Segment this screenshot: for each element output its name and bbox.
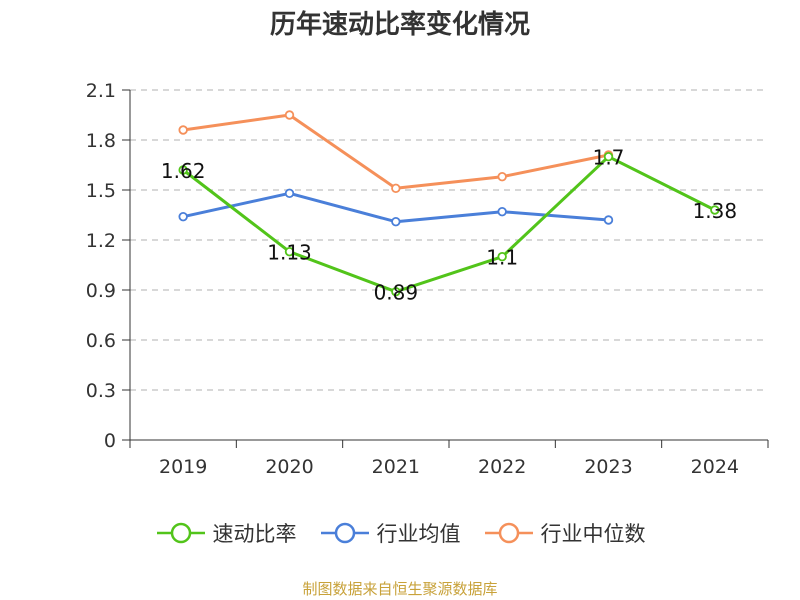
y-tick-label: 1.5	[86, 180, 116, 202]
legend-swatch-green-icon	[156, 522, 205, 544]
series-line-2	[182, 113, 609, 190]
legend-item-industry-median[interactable]: 行业中位数	[483, 518, 646, 548]
data-point-0	[391, 286, 401, 297]
legend-label: 行业中位数	[540, 522, 646, 546]
y-tick-label: 0.9	[86, 280, 116, 302]
y-tick-label: 1.8	[86, 130, 116, 152]
data-point-0	[284, 246, 295, 257]
x-tick-label: 2019	[159, 456, 207, 478]
series-line-0	[182, 155, 716, 294]
y-tick-label: 0	[104, 430, 116, 452]
y-tick-label: 1.2	[86, 230, 116, 252]
data-label: 1.13	[267, 241, 312, 265]
legend-label: 行业均值	[376, 522, 461, 546]
data-point-0	[710, 205, 720, 215]
data-point-2	[497, 171, 507, 182]
legend-item-industry-mean[interactable]: 行业均值	[319, 518, 461, 548]
data-point-0	[497, 251, 507, 262]
x-tick-label: 2023	[584, 456, 632, 478]
legend-swatch-orange-icon	[484, 522, 533, 544]
data-label: 0.89	[374, 281, 419, 305]
legend: 速动比率 行业均值 行业中位数	[0, 518, 800, 548]
data-point-1	[391, 216, 401, 227]
data-label: 1.7	[593, 146, 625, 170]
x-tick-label: 2024	[691, 456, 739, 478]
x-tick-label: 2022	[478, 456, 526, 478]
chart-title: 历年速动比率变化情况	[269, 10, 530, 40]
data-label: 1.1	[486, 246, 518, 270]
data-point-2	[178, 125, 188, 135]
data-point-2	[391, 183, 401, 194]
data-point-1	[497, 206, 507, 217]
legend-swatch-blue-icon	[320, 522, 369, 544]
data-point-2	[284, 110, 295, 120]
y-tick-label: 0.3	[86, 380, 116, 402]
data-point-1	[178, 211, 188, 222]
footer-source-text: 制图数据来自恒生聚源数据库	[302, 580, 498, 598]
x-tick-label: 2020	[265, 456, 313, 478]
data-point-0	[603, 151, 614, 162]
legend-label: 速动比率	[212, 522, 297, 546]
y-tick-label: 2.1	[86, 80, 116, 102]
data-point-0	[178, 165, 188, 175]
data-label: 1.38	[693, 199, 738, 223]
legend-item-quick-ratio[interactable]: 速动比率	[155, 518, 297, 548]
data-point-1	[603, 215, 614, 225]
x-tick-label: 2021	[372, 456, 420, 478]
data-label: 1.62	[161, 159, 206, 183]
data-point-1	[284, 188, 295, 199]
y-tick-label: 0.6	[86, 330, 116, 352]
